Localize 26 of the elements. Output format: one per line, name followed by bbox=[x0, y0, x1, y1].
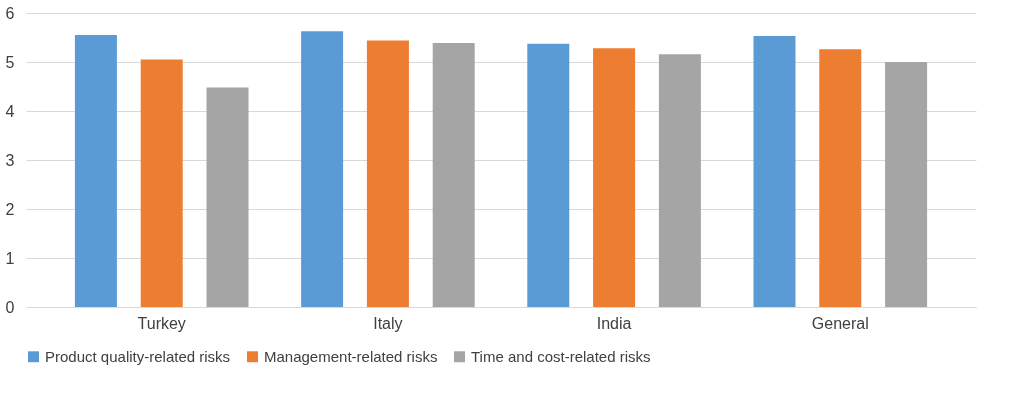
y-tick-label: 5 bbox=[5, 53, 15, 71]
legend-label: Product quality-related risks bbox=[45, 347, 231, 365]
bar bbox=[819, 49, 862, 307]
bar bbox=[366, 40, 409, 307]
x-tick-label: Italy bbox=[373, 314, 403, 332]
x-tick-label: India bbox=[596, 314, 632, 332]
bar bbox=[527, 43, 570, 307]
y-tick-label: 0 bbox=[5, 298, 15, 316]
bar bbox=[658, 54, 701, 307]
y-tick-label: 2 bbox=[5, 200, 15, 218]
y-tick-label: 1 bbox=[5, 249, 15, 267]
legend-label: Management-related risks bbox=[264, 347, 438, 365]
bar bbox=[593, 48, 636, 307]
bar bbox=[206, 87, 249, 307]
bar bbox=[885, 62, 928, 307]
y-tick-label: 3 bbox=[5, 151, 15, 169]
bar bbox=[140, 59, 183, 307]
x-tick-label: Turkey bbox=[137, 314, 186, 332]
bar bbox=[301, 31, 344, 307]
y-tick-label: 6 bbox=[5, 4, 15, 22]
bar bbox=[432, 42, 475, 307]
x-tick-label: General bbox=[811, 314, 869, 332]
bar bbox=[753, 36, 796, 307]
bar bbox=[74, 35, 117, 307]
y-tick-label: 4 bbox=[5, 102, 15, 120]
legend-label: Time and cost-related risks bbox=[471, 347, 651, 365]
